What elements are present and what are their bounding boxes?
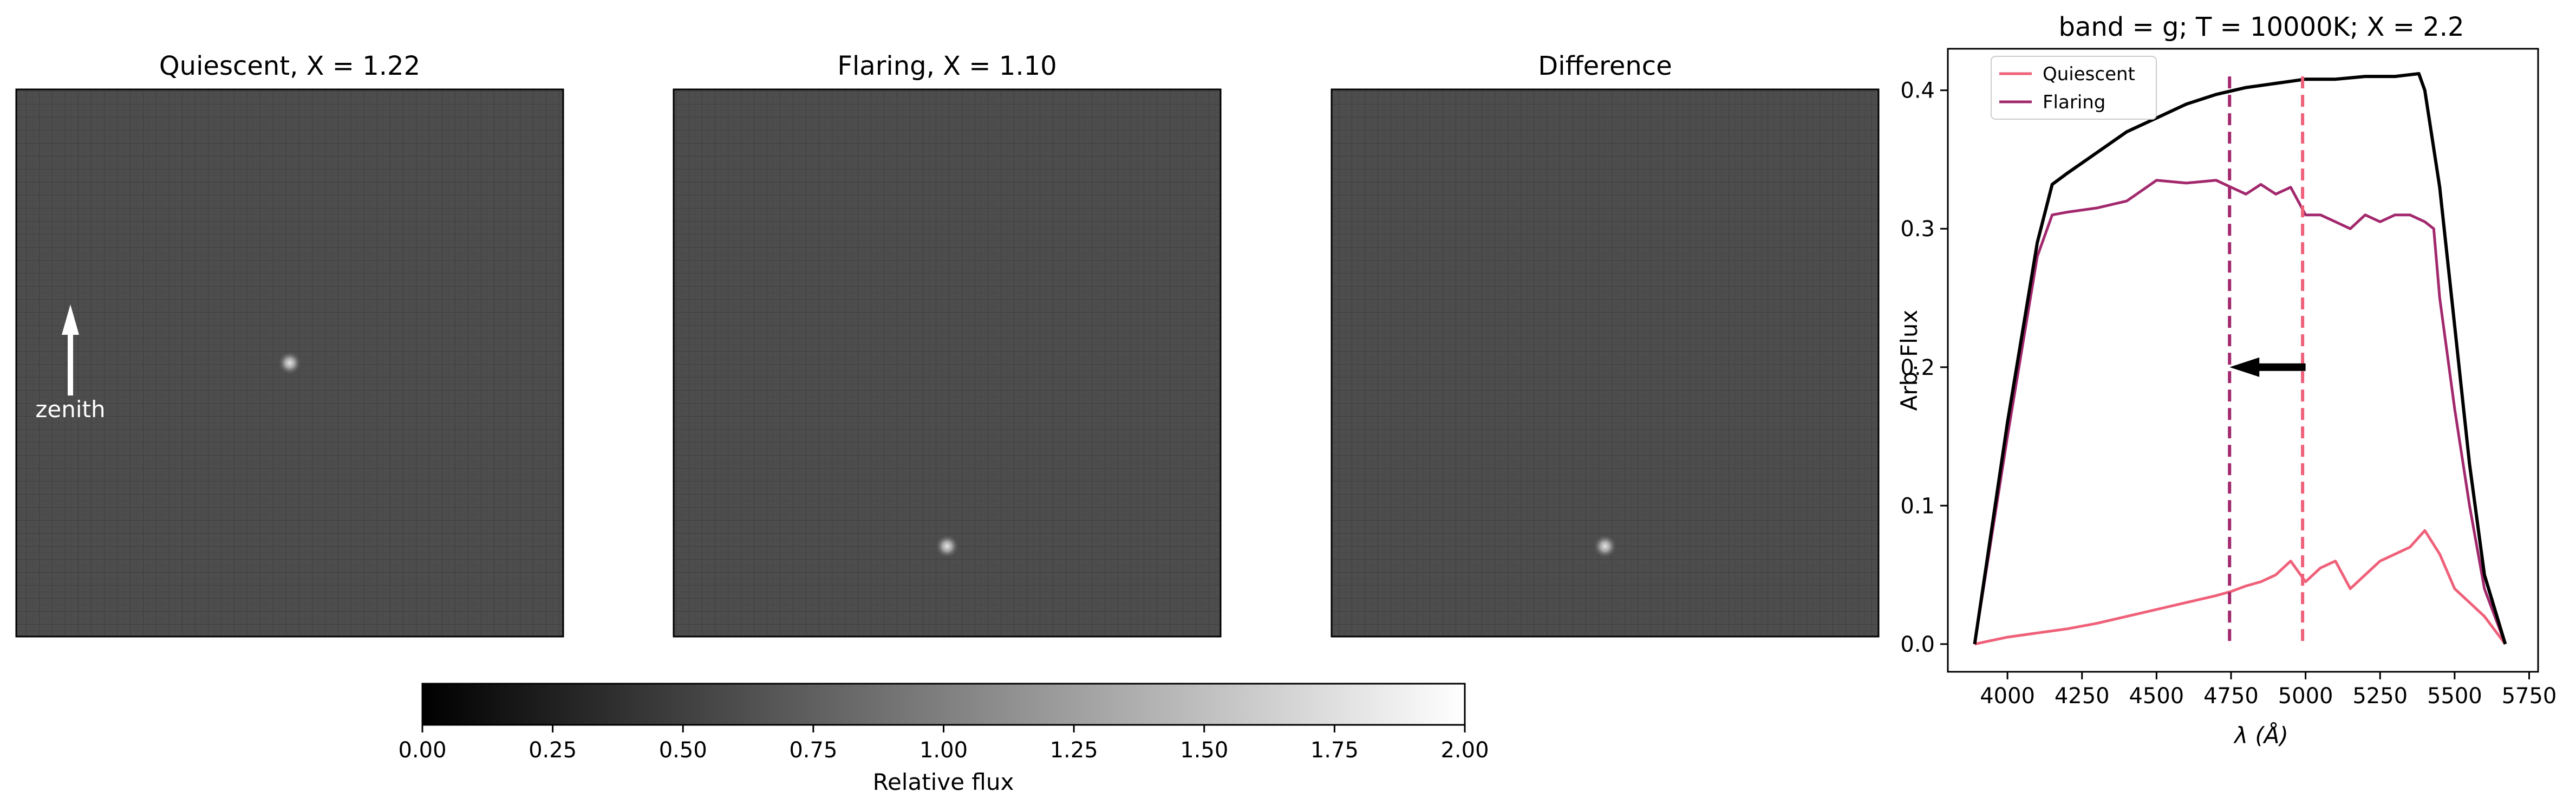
y-tick-label: 0.3	[1900, 217, 1935, 242]
panel-title: Difference	[1538, 51, 1672, 81]
colorbar-tick-label: 2.00	[1440, 738, 1489, 763]
panel-title: Flaring, X = 1.10	[837, 51, 1057, 81]
x-tick-label: 5500	[2427, 684, 2482, 709]
legend-label-quiescent: Quiescent	[2043, 63, 2135, 85]
zenith-label: zenith	[35, 396, 105, 423]
colorbar-tick-label: 1.50	[1180, 738, 1228, 763]
source-blob	[1593, 534, 1617, 559]
left-arrow-icon	[2229, 357, 2306, 377]
colorbar-gradient	[421, 683, 1466, 726]
x-tick-label: 5750	[2502, 684, 2557, 709]
y-axis-label: Arb. Flux	[1896, 310, 1922, 411]
heatmap-panel-quiescent: Quiescent, X = 1.22 zenith	[15, 51, 564, 638]
colorbar-label: Relative flux	[873, 769, 1014, 795]
series-line-0	[1974, 529, 2507, 646]
colorbar-tick-label: 0.75	[789, 738, 837, 763]
legend: Quiescent Flaring	[1991, 56, 2157, 120]
legend-box	[1991, 56, 2157, 120]
y-tick-label: 0.2	[1900, 355, 1935, 380]
x-tick-label: 4500	[2129, 684, 2184, 709]
x-tick-label: 4750	[2203, 684, 2259, 709]
x-tick-label: 5250	[2352, 684, 2408, 709]
x-tick-label: 4000	[1980, 684, 2035, 709]
spectrum-chart: band = g; T = 10000K; X = 2.2 4000 4250 45…	[1896, 12, 2557, 749]
colorbar-tick-label: 1.25	[1050, 738, 1098, 763]
y-tick-label: 0.4	[1900, 79, 1935, 103]
colorbar-tick-label: 1.00	[919, 738, 968, 763]
colorbar-tick-label: 0.00	[398, 738, 446, 763]
x-tick-label: 5000	[2278, 684, 2333, 709]
x-axis-label: λ (Å)	[2233, 722, 2288, 749]
heatmap-panel-difference: Difference	[1331, 51, 1880, 638]
colorbar-tick-label: 1.75	[1310, 738, 1359, 763]
y-tick-label: 0.0	[1900, 632, 1935, 657]
series-line-1	[1973, 179, 2507, 645]
panel-title: Quiescent, X = 1.22	[159, 51, 420, 81]
series-line-2	[1973, 72, 2507, 645]
source-blob	[935, 534, 959, 559]
legend-label-flaring: Flaring	[2043, 92, 2105, 113]
heatmap-panel-flaring: Flaring, X = 1.10	[673, 51, 1222, 638]
source-blob	[278, 351, 302, 375]
x-tick-label: 4250	[2055, 684, 2110, 709]
zenith-arrow-icon	[62, 304, 79, 395]
colorbar-tick-label: 0.25	[529, 738, 577, 763]
y-tick-label: 0.1	[1900, 494, 1935, 518]
chart-title: band = g; T = 10000K; X = 2.2	[2058, 12, 2464, 42]
plot-area	[1947, 48, 2539, 673]
colorbar: 0.00 0.25 0.50 0.75 1.00 1.25 1.50 1.75 2.00 Rel…	[398, 683, 1489, 795]
colorbar-tick-label: 0.50	[659, 738, 707, 763]
